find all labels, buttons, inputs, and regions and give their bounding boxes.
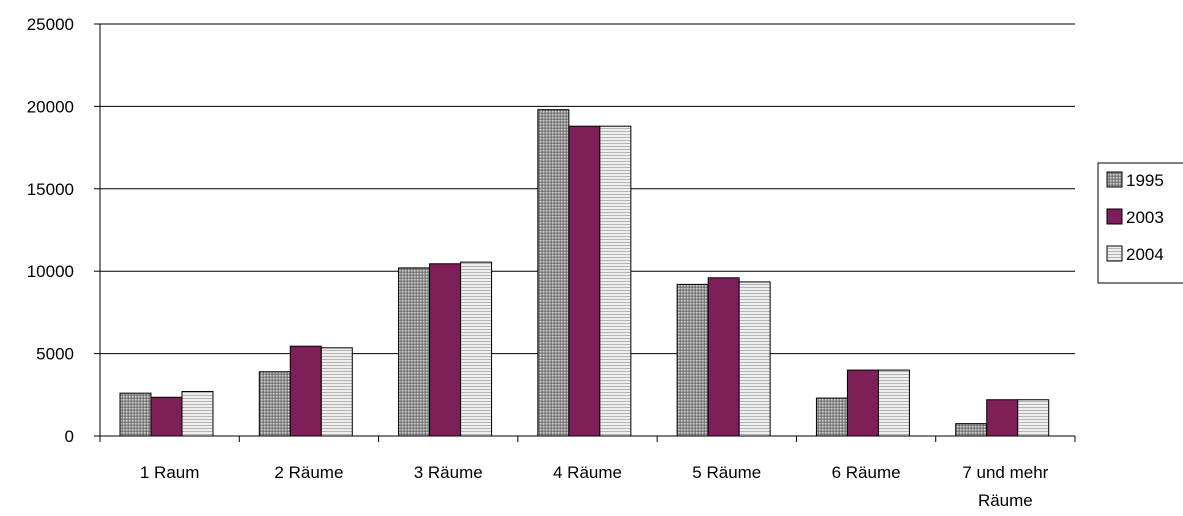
legend-label-2004: 2004	[1126, 245, 1164, 264]
y-tick-label: 20000	[27, 97, 74, 116]
bar-1995-1	[258, 371, 291, 437]
x-tick-label: 6 Räume	[832, 463, 901, 482]
bar-2004-2	[460, 261, 493, 437]
bar-2003-3	[568, 125, 601, 437]
bar-2004-3	[599, 125, 632, 437]
bar-2003-0	[150, 396, 183, 437]
x-tick-label: 1 Raum	[140, 463, 200, 482]
y-tick-label: 0	[65, 427, 74, 446]
bar-2003-4	[707, 277, 740, 437]
bar-2003-6	[986, 399, 1019, 437]
x-tick-label: 2 Räume	[274, 463, 343, 482]
legend: 1995 2003 2004	[1097, 162, 1183, 284]
x-tick-label: 7 und mehr	[962, 463, 1048, 482]
bar-2004-0	[181, 391, 214, 437]
bar-2004-5	[877, 369, 910, 437]
bar-2003-1	[289, 345, 322, 437]
axis-labels: 0 5000 10000 15000 20000 25000 1 Raum 2 Räume 3 …	[27, 15, 1049, 510]
bar-2003-5	[846, 369, 879, 437]
legend-swatch-1995	[1106, 171, 1123, 188]
x-tick-label: 5 Räume	[692, 463, 761, 482]
bars	[119, 109, 1050, 437]
legend-label-2003: 2003	[1126, 208, 1164, 227]
y-tick-label: 5000	[36, 345, 74, 364]
bar-1995-2	[398, 267, 431, 437]
legend-swatch-2004	[1106, 245, 1123, 262]
x-tick-label: 4 Räume	[553, 463, 622, 482]
bar-1995-6	[955, 423, 988, 437]
legend-label-1995: 1995	[1126, 171, 1164, 190]
bar-2003-2	[429, 263, 462, 437]
bar-1995-4	[676, 283, 709, 437]
bar-1995-3	[537, 109, 570, 437]
x-tick-label: Räume	[978, 491, 1033, 510]
bar-1995-5	[815, 397, 848, 437]
bar-2004-4	[738, 281, 771, 437]
y-tick-label: 25000	[27, 15, 74, 34]
y-tick-label: 15000	[27, 180, 74, 199]
bar-1995-0	[119, 392, 152, 437]
y-tick-label: 10000	[27, 262, 74, 281]
axes	[94, 23, 1076, 442]
bar-2004-6	[1017, 399, 1050, 437]
x-tick-label: 3 Räume	[414, 463, 483, 482]
bar-2004-1	[320, 347, 353, 437]
legend-swatch-2003	[1106, 208, 1123, 225]
